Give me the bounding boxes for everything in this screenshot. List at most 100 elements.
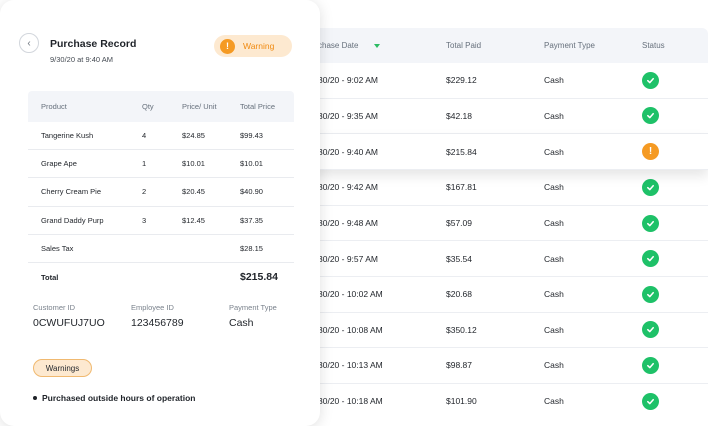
row-date: 30/20 - 9:42 AM	[318, 182, 379, 193]
row-date: 30/20 - 9:35 AM	[318, 110, 379, 121]
transactions-table-header: chase Date Total Paid Payment Type Statu…	[300, 28, 708, 63]
row-date: 30/20 - 9:48 AM	[318, 218, 379, 229]
table-row[interactable]: 30/20 - 10:08 AM $350.12 Cash	[300, 313, 708, 349]
payment-type-label: Payment Type	[229, 303, 277, 312]
customer-id: Customer ID 0CWUFUJ7UO	[33, 303, 131, 329]
row-total-paid: $215.84	[446, 146, 477, 157]
list-item: Tangerine Kush 4 $24.85 $99.43	[28, 122, 294, 151]
row-payment-type: Cash	[544, 75, 564, 86]
table-row[interactable]: 30/20 - 9:42 AM $167.81 Cash	[300, 170, 708, 206]
table-row[interactable]: 30/20 - 9:35 AM $42.18 Cash	[300, 99, 708, 135]
row-payment-type: Cash	[544, 360, 564, 371]
row-total-paid: $57.09	[446, 218, 472, 229]
row-date: 30/20 - 9:40 AM	[318, 146, 379, 157]
item-qty: 2	[142, 187, 147, 197]
payment-type: Payment Type Cash	[229, 303, 319, 329]
row-payment-type: Cash	[544, 218, 564, 229]
purchase-items-body: Tangerine Kush 4 $24.85 $99.43 Grape Ape 1 $10…	[28, 122, 294, 235]
column-purchase-date-label: chase Date	[318, 41, 359, 50]
row-total-paid: $20.68	[446, 289, 472, 300]
warnings-badge: Warnings	[33, 359, 92, 377]
row-total-paid: $229.12	[446, 75, 477, 86]
purchase-items-header: Product Qty Price/ Unit Total Price	[28, 91, 294, 122]
row-total-paid: $42.18	[446, 110, 472, 121]
item-price-unit: $10.01	[182, 159, 205, 169]
row-date: 30/20 - 9:57 AM	[318, 253, 379, 264]
item-total-price: $40.90	[240, 187, 263, 197]
total-label: Total	[41, 272, 59, 282]
row-payment-type: Cash	[544, 146, 564, 157]
item-product: Tangerine Kush	[41, 131, 94, 141]
sort-down-icon[interactable]	[374, 43, 381, 48]
column-total-price: Total Price	[240, 102, 276, 111]
table-row[interactable]: 30/20 - 10:02 AM $20.68 Cash	[300, 277, 708, 313]
column-payment-type[interactable]: Payment Type	[544, 41, 595, 50]
warning-item: Purchased outside hours of operation	[33, 393, 196, 403]
item-price-unit: $12.45	[182, 215, 205, 225]
sales-tax-row: Sales Tax $28.15	[28, 235, 294, 263]
row-total-paid: $167.81	[446, 182, 477, 193]
item-product: Grand Daddy Purp	[41, 215, 104, 225]
chevron-left-icon: ‹	[27, 37, 31, 49]
transactions-table: chase Date Total Paid Payment Type Statu…	[300, 28, 708, 416]
row-payment-type: Cash	[544, 253, 564, 264]
table-row[interactable]: 30/20 - 9:48 AM $57.09 Cash	[300, 206, 708, 242]
row-payment-type: Cash	[544, 289, 564, 300]
exclamation-circle-icon: !	[220, 38, 235, 54]
check-circle-icon	[642, 107, 659, 125]
row-date: 30/20 - 10:08 AM	[318, 324, 383, 335]
table-row[interactable]: 30/20 - 9:02 AM $229.12 Cash	[300, 63, 708, 99]
status-badge: ! Warning	[214, 35, 292, 57]
item-price-unit: $24.85	[182, 131, 205, 141]
table-row[interactable]: 30/20 - 10:13 AM $98.87 Cash	[300, 348, 708, 384]
item-total-price: $99.43	[240, 131, 263, 141]
transactions-table-body: 30/20 - 9:02 AM $229.12 Cash 30/20 - 9:35 A…	[300, 63, 708, 416]
list-item: Grape Ape 1 $10.01 $10.01	[28, 150, 294, 179]
total-value: $215.84	[240, 271, 278, 284]
bullet-icon	[33, 396, 37, 400]
payment-type-value: Cash	[229, 317, 254, 329]
item-qty: 1	[142, 159, 147, 169]
row-total-paid: $98.87	[446, 360, 472, 371]
check-circle-icon	[642, 71, 659, 89]
table-row[interactable]: 30/20 - 9:57 AM $35.54 Cash	[300, 241, 708, 277]
sales-tax-value: $28.15	[240, 243, 263, 253]
purchase-items-table: Product Qty Price/ Unit Total Price Tang…	[28, 91, 294, 291]
table-row[interactable]: 30/20 - 10:18 AM $101.90 Cash	[300, 384, 708, 416]
row-payment-type: Cash	[544, 110, 564, 121]
column-qty: Qty	[142, 102, 154, 111]
item-price-unit: $20.45	[182, 187, 205, 197]
back-button[interactable]: ‹	[19, 33, 39, 53]
item-qty: 4	[142, 131, 147, 141]
list-item: Grand Daddy Purp 3 $12.45 $37.35	[28, 207, 294, 235]
page-title: Purchase Record	[50, 38, 137, 50]
purchase-record-card: ‹ Purchase Record 9/30/20 at 9:40 AM ! W…	[0, 0, 320, 426]
column-status[interactable]: Status	[642, 41, 665, 50]
customer-id-label: Customer ID	[33, 303, 76, 312]
row-date: 30/20 - 10:18 AM	[318, 396, 383, 407]
row-date: 30/20 - 9:02 AM	[318, 75, 379, 86]
check-circle-icon	[642, 178, 659, 196]
status-badge-label: Warning	[243, 41, 275, 51]
check-circle-icon	[642, 285, 659, 303]
employee-id-value: 123456789	[131, 317, 184, 329]
column-total-paid[interactable]: Total Paid	[446, 41, 482, 50]
item-total-price: $37.35	[240, 215, 263, 225]
item-total-price: $10.01	[240, 159, 263, 169]
table-row[interactable]: 30/20 - 9:40 AM $215.84 Cash!	[300, 134, 708, 171]
employee-id-label: Employee ID	[131, 303, 174, 312]
column-price-unit: Price/ Unit	[182, 102, 217, 111]
row-payment-type: Cash	[544, 324, 564, 335]
check-circle-icon	[642, 214, 659, 232]
list-item: Cherry Cream Pie 2 $20.45 $40.90	[28, 178, 294, 207]
item-qty: 3	[142, 215, 147, 225]
check-circle-icon	[642, 321, 659, 339]
check-circle-icon	[642, 250, 659, 268]
sales-tax-label: Sales Tax	[41, 243, 74, 253]
row-date: 30/20 - 10:13 AM	[318, 360, 383, 371]
row-payment-type: Cash	[544, 396, 564, 407]
customer-id-value: 0CWUFUJ7UO	[33, 317, 105, 329]
employee-id: Employee ID 123456789	[131, 303, 229, 329]
column-purchase-date[interactable]: chase Date	[300, 41, 446, 50]
